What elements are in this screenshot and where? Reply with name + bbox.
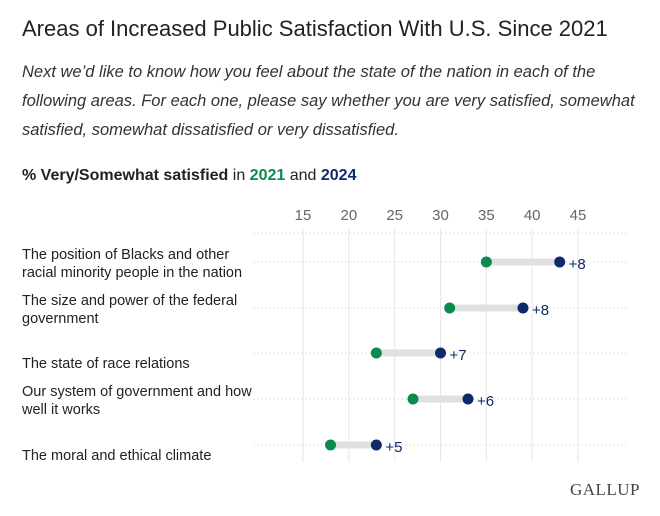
- chart-title: Areas of Increased Public Satisfaction W…: [22, 16, 608, 41]
- point-2021: [444, 302, 456, 314]
- category-label: Our system of government and how well it…: [22, 384, 252, 418]
- change-label: +6: [477, 393, 494, 410]
- legend: % Very/Somewhat satisfied in 2021 and 20…: [22, 167, 356, 185]
- legend-and: and: [289, 167, 317, 184]
- point-2024: [554, 256, 566, 268]
- point-2021: [325, 439, 337, 451]
- change-label: +8: [532, 302, 549, 319]
- x-tick-label: 20: [340, 207, 357, 224]
- category-label: The position of Blacks and other racial …: [22, 247, 243, 281]
- legend-in: in: [232, 167, 246, 184]
- point-2021: [480, 256, 492, 268]
- x-tick-label: 45: [570, 207, 587, 224]
- legend-2024: 2024: [320, 167, 357, 184]
- change-label: +8: [569, 256, 586, 273]
- point-2021: [370, 347, 382, 359]
- point-2024: [517, 302, 529, 314]
- x-tick-label: 40: [524, 207, 541, 224]
- point-2024: [462, 393, 474, 405]
- category-label: The state of race relations: [22, 356, 190, 372]
- chart-subtitle: Next we’d like to know how you feel abou…: [22, 63, 635, 139]
- gallup-logo: GALLUP: [569, 480, 640, 499]
- x-tick-label: 35: [478, 207, 495, 224]
- change-label: +5: [385, 439, 402, 456]
- point-2021: [407, 393, 419, 405]
- legend-prefix: % Very/Somewhat satisfied: [22, 167, 229, 184]
- x-tick-label: 15: [295, 207, 312, 224]
- point-2024: [370, 439, 382, 451]
- x-tick-label: 25: [386, 207, 403, 224]
- category-label: The moral and ethical climate: [22, 448, 212, 464]
- x-tick-label: 30: [432, 207, 449, 224]
- point-2024: [435, 347, 447, 359]
- category-label: The size and power of the federal govern…: [22, 293, 238, 327]
- change-label: +7: [450, 347, 467, 364]
- legend-2021: 2021: [249, 167, 286, 184]
